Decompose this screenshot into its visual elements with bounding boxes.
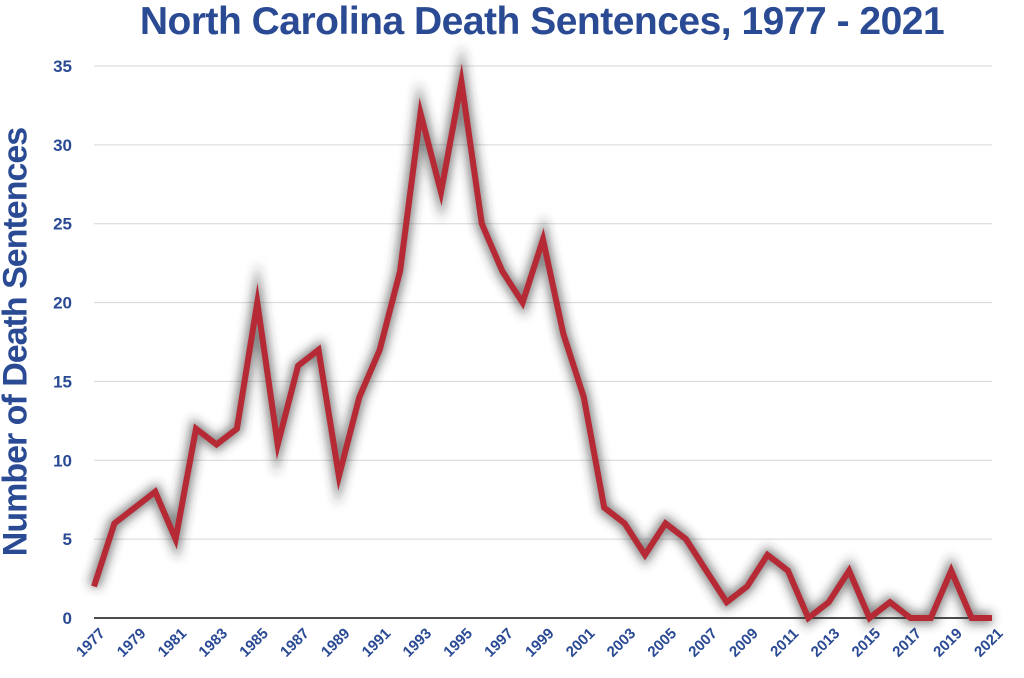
data-point-2017 [907,615,913,621]
x-tick-1981: 1981 [155,625,191,661]
x-tick-2017: 2017 [889,625,925,661]
x-tick-1991: 1991 [359,625,395,661]
x-tick-1997: 1997 [481,625,517,661]
data-point-1983 [213,442,219,448]
data-point-1992 [397,268,403,274]
series-layer [88,44,995,628]
data-point-1995 [458,79,464,85]
data-point-2020 [969,615,975,621]
series-0-shadow [88,44,992,628]
y-tick-15: 15 [53,372,72,391]
data-point-1997 [499,268,505,274]
y-tick-labels: 0 5 10 15 20 25 30 35 [53,57,72,628]
x-tick-2011: 2011 [767,625,802,660]
data-point-2008 [724,599,730,605]
x-tick-labels: 1977 1979 1981 1983 1985 1987 1989 1991 1993 1995… [73,625,1007,661]
x-tick-2009: 2009 [726,625,762,661]
data-point-1981 [173,536,179,542]
x-tick-2005: 2005 [644,625,680,661]
y-tick-30: 30 [53,136,72,155]
x-tick-1983: 1983 [195,625,231,661]
y-tick-25: 25 [53,215,72,234]
data-point-1985 [254,300,260,306]
data-point-2019 [948,568,954,574]
x-tick-1999: 1999 [522,625,558,661]
data-point-2000 [560,331,566,337]
data-point-2001 [581,394,587,400]
x-tick-1977: 1977 [73,625,109,661]
data-point-1984 [234,426,240,432]
data-point-1986 [275,442,281,448]
data-point-1988 [316,347,322,353]
data-point-2002 [601,505,607,511]
x-tick-2015: 2015 [849,625,885,661]
data-point-2015 [867,615,873,621]
chart-title: North Carolina Death Sentences, 1977 - 2… [139,0,945,43]
data-point-1980 [152,489,158,495]
data-point-1993 [418,110,424,116]
y-tick-35: 35 [53,57,72,76]
data-point-2003 [622,520,628,526]
x-tick-2003: 2003 [604,625,640,661]
y-tick-10: 10 [53,451,72,470]
data-point-1989 [336,473,342,479]
data-point-2018 [928,615,934,621]
data-point-2012 [805,615,811,621]
x-tick-1985: 1985 [236,625,272,661]
data-point-2010 [765,552,771,558]
series-0-line [91,63,992,623]
data-point-1996 [479,221,485,227]
y-tick-0: 0 [63,609,72,628]
data-point-1994 [438,189,444,195]
data-point-2007 [703,568,709,574]
data-point-1991 [377,347,383,353]
data-point-1979 [132,505,138,511]
y-tick-5: 5 [63,530,72,549]
x-tick-1989: 1989 [318,625,354,661]
data-point-1982 [193,426,199,432]
data-point-1998 [520,300,526,306]
grid-lines [94,65,992,619]
y-tick-20: 20 [53,294,72,313]
data-point-1990 [356,394,362,400]
data-point-2021 [989,615,995,621]
x-tick-2013: 2013 [808,625,844,661]
data-point-2011 [785,568,791,574]
data-point-1987 [295,363,301,369]
data-point-2009 [744,583,750,589]
x-tick-2021: 2021 [971,625,1007,661]
data-point-2004 [642,552,648,558]
data-point-1977 [91,583,97,589]
data-point-2013 [826,599,832,605]
data-point-1999 [540,236,546,242]
data-point-2006 [683,536,689,542]
x-tick-2001: 2001 [563,625,599,661]
x-tick-1987: 1987 [277,625,313,661]
x-tick-2019: 2019 [930,625,966,661]
x-tick-1993: 1993 [400,625,436,661]
x-tick-1979: 1979 [114,625,150,661]
data-point-2014 [846,568,852,574]
data-point-2016 [887,599,893,605]
x-tick-1995: 1995 [440,625,476,661]
x-tick-2007: 2007 [685,625,721,661]
data-point-1978 [111,520,117,526]
data-point-2005 [662,520,668,526]
